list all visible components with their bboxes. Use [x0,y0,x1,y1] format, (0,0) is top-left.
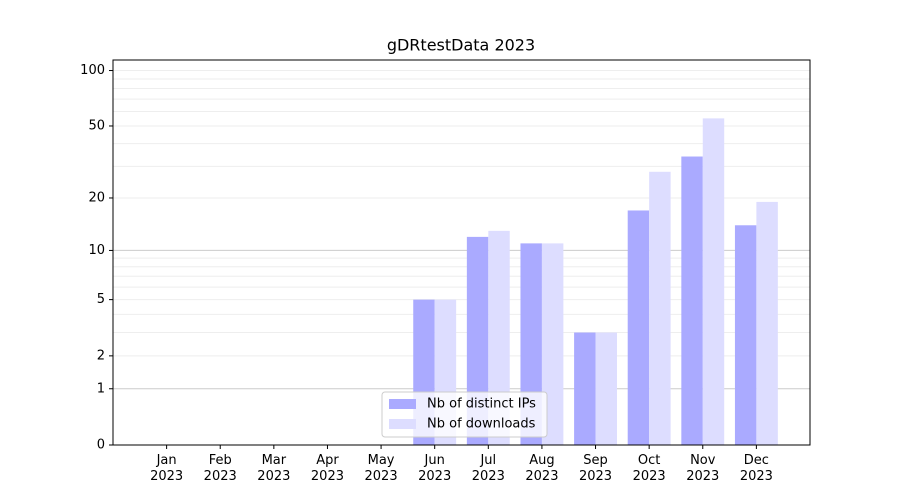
y-tick-label: 2 [97,348,105,363]
bar [756,201,778,445]
y-tick-label: 1 [97,381,105,396]
legend: Nb of distinct IPs Nb of downloads [381,391,548,438]
x-tick-label: Nov 2023 [686,453,720,484]
bar [681,156,703,445]
bar [649,171,671,445]
legend-swatch [389,399,416,409]
bar [488,230,510,445]
x-tick-label: Feb 2023 [203,453,237,484]
bar [595,332,617,445]
x-tick-label: Dec 2023 [739,453,773,484]
y-tick-label: 20 [88,190,105,205]
chart-title: gDRtestData 2023 [387,36,535,55]
x-tick-label: May 2023 [364,453,398,484]
y-tick-label: 100 [80,63,105,78]
bar [734,225,757,445]
x-tick-label: Oct 2023 [632,453,666,484]
x-tick-label: Aug 2023 [525,453,559,484]
x-tick-label: Jul 2023 [471,453,505,484]
legend-box [381,391,548,438]
x-tick-label: Apr 2023 [310,453,344,484]
legend-label: Nb of downloads [427,417,536,432]
bar [627,210,650,445]
x-tick-label: Mar 2023 [257,453,291,484]
legend-label: Nb of distinct IPs [427,397,536,412]
legend-swatch [389,419,416,429]
x-tick-label: Sep 2023 [578,453,613,484]
bar [574,332,596,445]
x-tick-label: Jun 2023 [418,453,452,484]
y-tick-label: 10 [88,243,105,258]
y-tick-label: 5 [97,292,105,307]
bar [702,118,725,446]
y-tick-label: 0 [97,438,105,453]
plot-frame [112,59,811,446]
y-tick-label: 50 [88,118,105,133]
x-tick-label: Jan 2023 [150,453,184,484]
